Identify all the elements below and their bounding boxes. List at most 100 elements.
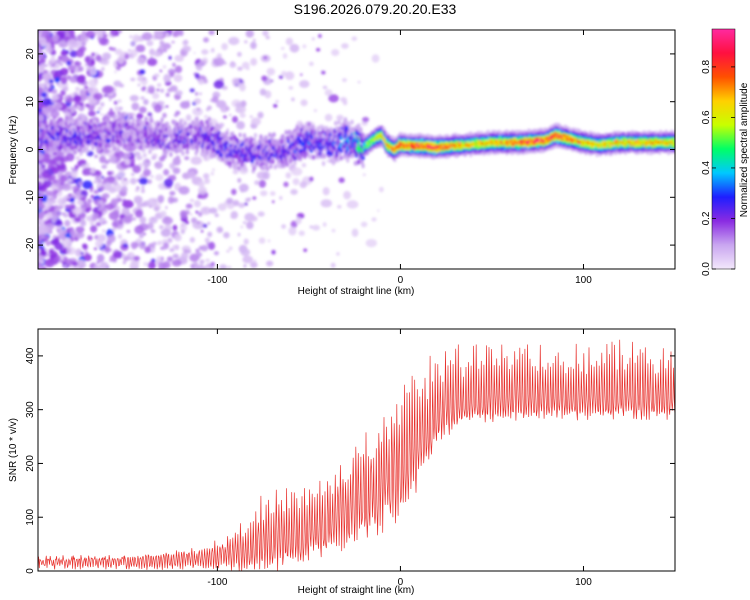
spectrogram-ridge-cell	[195, 116, 199, 122]
spectrogram-cell	[336, 114, 344, 121]
spectrogram-cell	[219, 264, 227, 269]
spectrogram-cell	[272, 200, 275, 204]
spectrogram-cell	[154, 206, 160, 212]
spectrogram-cell	[227, 265, 232, 269]
spectrogram-cell	[140, 189, 145, 194]
spectrogram-cell	[226, 249, 230, 253]
spectrogram-cell	[152, 92, 160, 100]
spectrogram-cell	[172, 253, 179, 259]
spectrogram-cell	[93, 264, 101, 269]
spectrogram-cell	[244, 40, 248, 44]
spectrogram-cell	[93, 189, 99, 195]
spectrogram-cell	[122, 255, 130, 262]
spectrogram-cell	[65, 258, 74, 266]
spectrogram-cell	[89, 217, 93, 222]
spectrogram-cell	[108, 98, 112, 102]
spectrogram-cell	[331, 48, 340, 56]
spectrogram-cell	[210, 171, 214, 176]
spectrogram-cell	[102, 229, 106, 233]
spectrogram-cell	[160, 246, 163, 250]
spectrogram-cell	[213, 251, 220, 256]
spectrogram-ridge-cell	[284, 129, 288, 135]
spectrogram-cell	[180, 210, 188, 219]
spectrogram-cell	[207, 221, 211, 226]
spectrogram-cell	[98, 200, 104, 205]
spectrogram-cell	[96, 182, 102, 188]
spectrogram-cell	[158, 44, 165, 52]
spectrogram-cell	[67, 64, 76, 71]
spectrogram-cell	[242, 221, 247, 224]
spectrogram-cell	[160, 88, 165, 93]
spectrogram-cell	[153, 104, 163, 113]
spectrogram-ridge-cell	[228, 139, 232, 145]
spectrogram-ridge-cell	[261, 137, 265, 143]
spectrogram-cell	[148, 86, 152, 90]
spectrogram-cell	[240, 248, 251, 257]
spectrogram-cell	[237, 232, 241, 237]
spectrogram-cell	[96, 254, 105, 263]
spectrogram-cell	[107, 234, 116, 243]
spectrogram-cell	[172, 224, 178, 231]
spectrogram-ridge-cell	[116, 147, 120, 153]
spectrogram-ridge-cell	[253, 132, 258, 138]
spectrogram-cell	[142, 152, 147, 158]
spectrogram-cell	[168, 55, 172, 60]
spectrogram-cell	[76, 105, 82, 110]
spectrogram-cell	[45, 240, 51, 247]
spectrogram-cell	[238, 183, 249, 193]
spectrogram-cell	[371, 217, 377, 222]
spectrogram-cell	[201, 49, 209, 55]
spectrogram-cell	[213, 57, 225, 67]
spectrogram-cell	[239, 83, 246, 92]
spectrogram-cell	[133, 195, 143, 204]
spectrogram-cell	[146, 159, 150, 163]
spectrogram-cell	[337, 204, 342, 209]
spectrogram-cell	[118, 219, 124, 225]
spectrogram-ridge-cell	[365, 151, 370, 155]
spectrogram-cell	[205, 266, 210, 269]
spectrogram-cell	[231, 115, 239, 123]
spectrogram-cell	[159, 101, 165, 105]
spectrogram-cell	[102, 53, 107, 58]
spectrogram-cell	[249, 115, 253, 119]
spectrogram-cell	[114, 114, 119, 119]
spectrogram-cell	[194, 92, 199, 96]
spectrogram-ridge-cell	[265, 166, 270, 172]
spectrogram-cell	[288, 86, 294, 90]
spectrogram-ridge-cell	[237, 165, 241, 171]
spectrogram-cell	[139, 216, 147, 224]
spectrogram-cell	[117, 55, 125, 65]
spectrogram-ridge-cell	[63, 136, 68, 142]
spectrogram-ridge-cell	[361, 163, 365, 169]
spectrogram-cell	[162, 65, 167, 69]
spectrogram-cell	[66, 60, 71, 66]
spectrogram-cell	[42, 162, 46, 165]
spectrogram-cell	[194, 73, 200, 79]
spectrogram-ridge-cell	[99, 143, 103, 148]
spectrogram-cell	[285, 172, 292, 179]
spectrogram-cell	[196, 220, 201, 225]
spectrogram-cell	[311, 37, 315, 41]
spectrogram-cell	[226, 197, 234, 204]
spectrogram-ridge-cell	[335, 126, 339, 132]
spectrogram-cell	[48, 248, 55, 254]
spectrogram-cell	[281, 70, 287, 77]
spectrogram-ridge-cell	[469, 154, 473, 157]
spectrogram-cell	[159, 225, 164, 230]
spectrogram-ridge-cell	[113, 146, 117, 152]
spectrogram-cell	[336, 252, 340, 256]
spectrogram-cell	[56, 82, 60, 86]
spectrogram-cell	[97, 37, 101, 42]
spectrogram-ridge-cell	[276, 163, 281, 169]
spectrogram-cell	[236, 120, 245, 130]
spectrogram-cell	[64, 264, 67, 268]
spectrogram-cell	[143, 261, 148, 267]
spectrogram-cell	[126, 229, 131, 233]
spectrogram-ridge-cell	[215, 122, 219, 128]
spectrogram-cell	[130, 77, 136, 82]
spectrogram-cell	[165, 105, 169, 108]
spectrogram-ridge-cell	[312, 154, 316, 160]
spectrogram-cell	[70, 104, 76, 110]
spectrogram-ridge-cell	[247, 157, 251, 163]
spectrogram-cell	[303, 248, 308, 252]
